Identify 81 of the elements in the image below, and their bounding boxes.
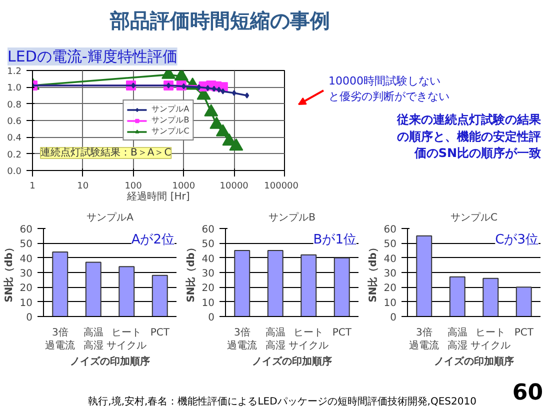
y-tick-label: 20 [202,283,215,294]
chart-title: サンプルC [450,212,498,224]
x-tick-label: 3倍過電流 [45,326,76,352]
bar [152,274,168,316]
y-tick-label: 60 [202,224,215,236]
bar [85,262,102,316]
text: 執行,境,安村,春名：機能性評価によるLEDパッケージの短時間評価技術開発,QES2010 [88,396,476,408]
y-tick-label: 50 [384,239,397,250]
x-tick-label: 3倍過電流 [409,326,440,352]
text: 部品評価時間短縮の事例 [109,8,330,32]
y-tick-label: 40 [202,254,215,265]
y-tick-label: 30 [202,268,215,280]
x-tick-label: 高温高湿 [83,326,104,352]
x-tick-label: 高温高湿 [447,326,468,352]
bar [234,250,250,316]
y-tick-label: 20 [384,283,397,294]
x-tick-label: PCT [332,328,352,338]
x-axis-title: ノイズの印加順序 [70,356,150,368]
legend-label: サンプルC [152,126,190,136]
annotation: Cが3位 [495,232,539,248]
legend-label: サンプルA [152,104,190,114]
y-tick-label: 60 [20,224,33,236]
y-tick-label: 60 [384,224,397,236]
y-tick-label: 30 [384,268,397,280]
y-tick-label: 30 [20,268,33,280]
text: 60 [512,380,544,406]
x-tick-label: 3倍過電流 [227,326,258,352]
annotation: Bが1位 [313,232,357,248]
y-axis-title: SN比（db） [366,242,379,302]
x-tick-label: PCT [150,328,170,338]
y-tick-label: 20 [20,283,33,294]
bar [482,278,499,316]
y-tick-label: 40 [384,254,397,265]
y-axis-title: SN比（db） [184,242,197,302]
y-tick-label: 10 [202,298,215,309]
y-tick-label: 0.4 [7,134,22,144]
y-tick-label: 40 [20,254,33,265]
y-tick-label: 1.2 [7,67,22,77]
y-tick-label: 0.8 [7,100,22,110]
x-tick-label: ヒートサイクル [470,328,511,352]
y-tick-label: 50 [20,239,33,250]
y-tick-label: 10 [384,298,397,309]
x-tick-label: ヒートサイクル [288,328,329,352]
annotation: 連続点灯試験結果：B＞A＞C [40,146,172,158]
y-tick-label: 0 [390,312,397,324]
bar [118,266,135,316]
legend-label: サンプルB [152,114,190,126]
chart-title: LEDの電流-輝度特性評価 [8,48,178,66]
chart-title: サンプルA [86,212,134,224]
y-tick-label: 0.6 [7,117,22,127]
annotation: Aが2位 [131,232,175,248]
y-tick-label: 10 [20,298,33,309]
x-tick-label: 10000 [220,182,249,192]
y-tick-label: 1.0 [7,84,22,94]
text: 10000時間試験しないと優劣の判断ができない [328,74,450,104]
x-axis-title: ノイズの印加順序 [252,356,332,368]
x-tick-label: 1 [30,182,36,192]
bar [416,235,432,316]
bar [267,250,284,316]
bar [300,254,317,316]
y-tick-label: 50 [202,239,215,250]
bar [449,276,466,316]
x-tick-label: ヒートサイクル [106,328,147,352]
y-tick-label: 0.0 [7,167,22,177]
y-axis-title: SN比（db） [2,242,15,302]
x-axis-title: 経過時間 [Hr] [126,190,190,202]
bar [516,286,532,316]
x-tick-label: 1000 [172,182,196,192]
y-tick-label: 0 [208,312,215,324]
y-tick-label: 0.2 [7,150,22,160]
chart-title: サンプルB [268,212,316,224]
x-tick-label: 10 [77,182,89,192]
bar [52,251,68,316]
x-tick-label: PCT [514,328,534,338]
x-tick-label: 高温高湿 [265,326,286,352]
x-axis-title: ノイズの印加順序 [434,356,514,368]
x-tick-label: 100000 [264,182,299,192]
x-tick-label: 100 [124,182,142,192]
text: 従来の連続点灯試験の結果の順序と、機能の安定性評価のSN比の順序が一致 [396,112,542,160]
y-tick-label: 0 [26,312,33,324]
bar [334,257,350,316]
